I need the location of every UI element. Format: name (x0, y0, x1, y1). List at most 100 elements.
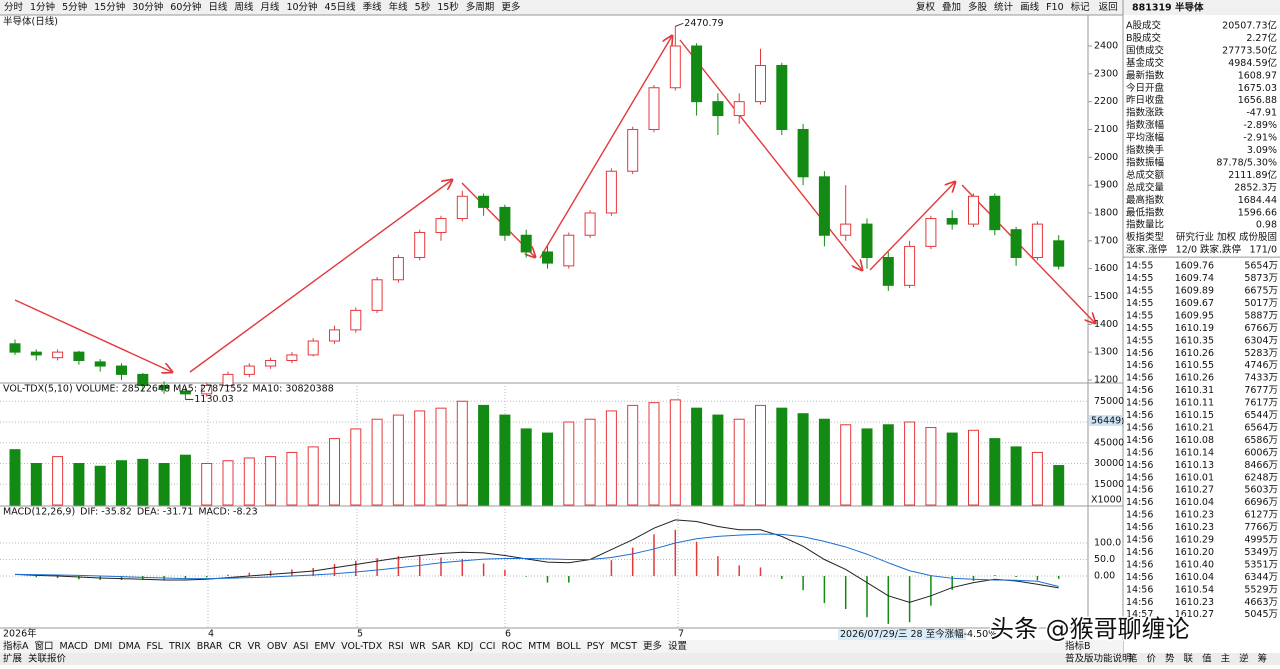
side-icon[interactable]: 笔 (1128, 653, 1138, 665)
indicator-tab[interactable]: OBV (267, 641, 288, 652)
stat-label: 指数涨幅 (1126, 119, 1165, 131)
indicator-tab[interactable]: 更多 (643, 640, 662, 652)
bottom-tab[interactable]: 扩展 (3, 653, 23, 665)
tick-price: 1610.14 (1175, 447, 1214, 458)
tick-volume: 6696万 (1244, 497, 1278, 508)
indicator-tab[interactable]: 窗口 (35, 640, 54, 652)
side-icon[interactable]: 逆 (1239, 653, 1249, 665)
candle-body (116, 365, 127, 375)
tool-button[interactable]: 复权 (916, 1, 936, 13)
current-volume-tag (1089, 415, 1122, 426)
period-tab[interactable]: 15分钟 (94, 1, 125, 13)
tick-volume: 7766万 (1244, 522, 1278, 533)
indicator-tab[interactable]: MCST (610, 641, 637, 652)
period-tab[interactable]: 日线 (208, 1, 228, 13)
indicator-tab[interactable]: PSY (587, 641, 605, 652)
candle-body (648, 87, 660, 130)
tick-price: 1610.04 (1175, 497, 1214, 508)
candle-body (1031, 223, 1043, 259)
tool-button[interactable]: F10 (1046, 2, 1064, 13)
tick-time: 14:56 (1126, 497, 1153, 508)
indicator-tab[interactable]: MACD (60, 641, 88, 652)
indicator-tab[interactable]: BOLL (556, 641, 581, 652)
indicator-tab[interactable]: RSI (388, 641, 403, 652)
volume-bar (52, 456, 64, 506)
indicator-tab[interactable]: VOL-TDX (341, 641, 383, 652)
period-tab[interactable]: 多周期 (466, 1, 495, 13)
period-tab[interactable]: 1分钟 (30, 1, 55, 13)
period-tab[interactable]: 更多 (501, 1, 520, 13)
period-tab[interactable]: 季线 (363, 1, 383, 13)
period-tab[interactable]: 5秒 (415, 1, 431, 13)
indicator-tab[interactable]: VR (248, 641, 261, 652)
period-tab[interactable]: 分时 (4, 1, 24, 13)
volume-bar (350, 428, 362, 506)
tick-price: 1610.27 (1175, 609, 1214, 620)
volume-bar (733, 418, 745, 506)
tick-price: 1610.21 (1175, 422, 1214, 433)
indicator-tab[interactable]: CCI (479, 641, 495, 652)
volume-bar (712, 414, 724, 506)
stat-value: 1608.97 (1238, 70, 1277, 81)
tick-volume: 6766万 (1244, 323, 1278, 334)
period-tab[interactable]: 60分钟 (170, 1, 201, 13)
side-icon[interactable]: 主 (1221, 653, 1231, 665)
indicator-tab[interactable]: ROC (501, 641, 522, 652)
indicator-tab[interactable]: KDJ (457, 641, 473, 652)
volume-bar (840, 424, 852, 506)
tick-price: 1610.13 (1175, 460, 1214, 471)
side-icon[interactable]: 势 (1165, 653, 1175, 665)
tool-button[interactable]: 画线 (1020, 1, 1040, 13)
indicator-tab[interactable]: SAR (432, 641, 452, 652)
stat-value: 2.27亿 (1246, 32, 1277, 44)
volume-bar (201, 463, 213, 506)
stat-value: 20507.73亿 (1222, 20, 1277, 32)
side-icon[interactable]: 值 (1202, 653, 1212, 665)
indicator-tab[interactable]: 设置 (668, 641, 687, 652)
tick-time: 14:55 (1126, 286, 1153, 297)
indicator-tab[interactable]: CR (229, 641, 243, 652)
tick-volume: 5529万 (1244, 584, 1278, 595)
side-icon[interactable]: 筹 (1258, 653, 1268, 665)
indicator-tab[interactable]: TRIX (168, 641, 191, 652)
indicator-tab[interactable]: FSL (146, 641, 163, 652)
period-tab[interactable]: 月线 (260, 1, 280, 13)
stat-value: 3.09% (1247, 145, 1277, 156)
candle-body (563, 234, 575, 267)
period-tab[interactable]: 30分钟 (132, 1, 163, 13)
indicator-tab[interactable]: DMI (94, 641, 112, 652)
indicator-b-tab[interactable]: 指标B (1065, 640, 1091, 652)
stat-label: 平均涨幅 (1126, 132, 1165, 144)
period-tab[interactable]: 10分钟 (286, 1, 317, 13)
period-tab[interactable]: 年线 (389, 1, 409, 13)
tool-button[interactable]: 多股 (968, 1, 988, 13)
indicator-tab[interactable]: ASI (293, 641, 308, 652)
indicator-tab[interactable]: BRAR (197, 641, 223, 652)
volume-bar (755, 404, 766, 506)
period-tab[interactable]: 15秒 (437, 1, 459, 13)
side-icon[interactable]: 价 (1147, 654, 1157, 665)
period-tab[interactable]: 45日线 (325, 1, 357, 13)
back-button[interactable]: 返回 (1099, 1, 1118, 13)
stat-value: 1656.88 (1238, 95, 1277, 106)
side-icon[interactable]: 联 (1184, 654, 1194, 665)
tick-volume: 7617万 (1244, 398, 1278, 409)
indicator-tab[interactable]: WR (410, 641, 426, 652)
period-tab[interactable]: 5分钟 (62, 1, 87, 13)
indicator-tab[interactable]: 指标A (3, 640, 29, 652)
indicator-tab[interactable]: EMV (314, 641, 335, 652)
indicator-tab[interactable]: MTM (528, 641, 550, 652)
tool-button[interactable]: 叠加 (942, 2, 961, 13)
indicator-tab[interactable]: DMA (118, 641, 141, 652)
tool-button[interactable]: 统计 (994, 1, 1014, 13)
tool-button[interactable]: 标记 (1071, 1, 1091, 13)
trend-arrow (14, 299, 172, 372)
volume-bar (243, 457, 255, 506)
candle-body (925, 218, 937, 247)
help-link[interactable]: 普及版功能说明 (1065, 653, 1132, 665)
tick-time: 14:56 (1126, 572, 1153, 583)
period-tab[interactable]: 周线 (234, 1, 254, 13)
tick-time: 14:56 (1126, 472, 1153, 483)
bottom-tab[interactable]: 关联报价 (28, 653, 67, 665)
tick-volume: 8466万 (1244, 460, 1278, 471)
